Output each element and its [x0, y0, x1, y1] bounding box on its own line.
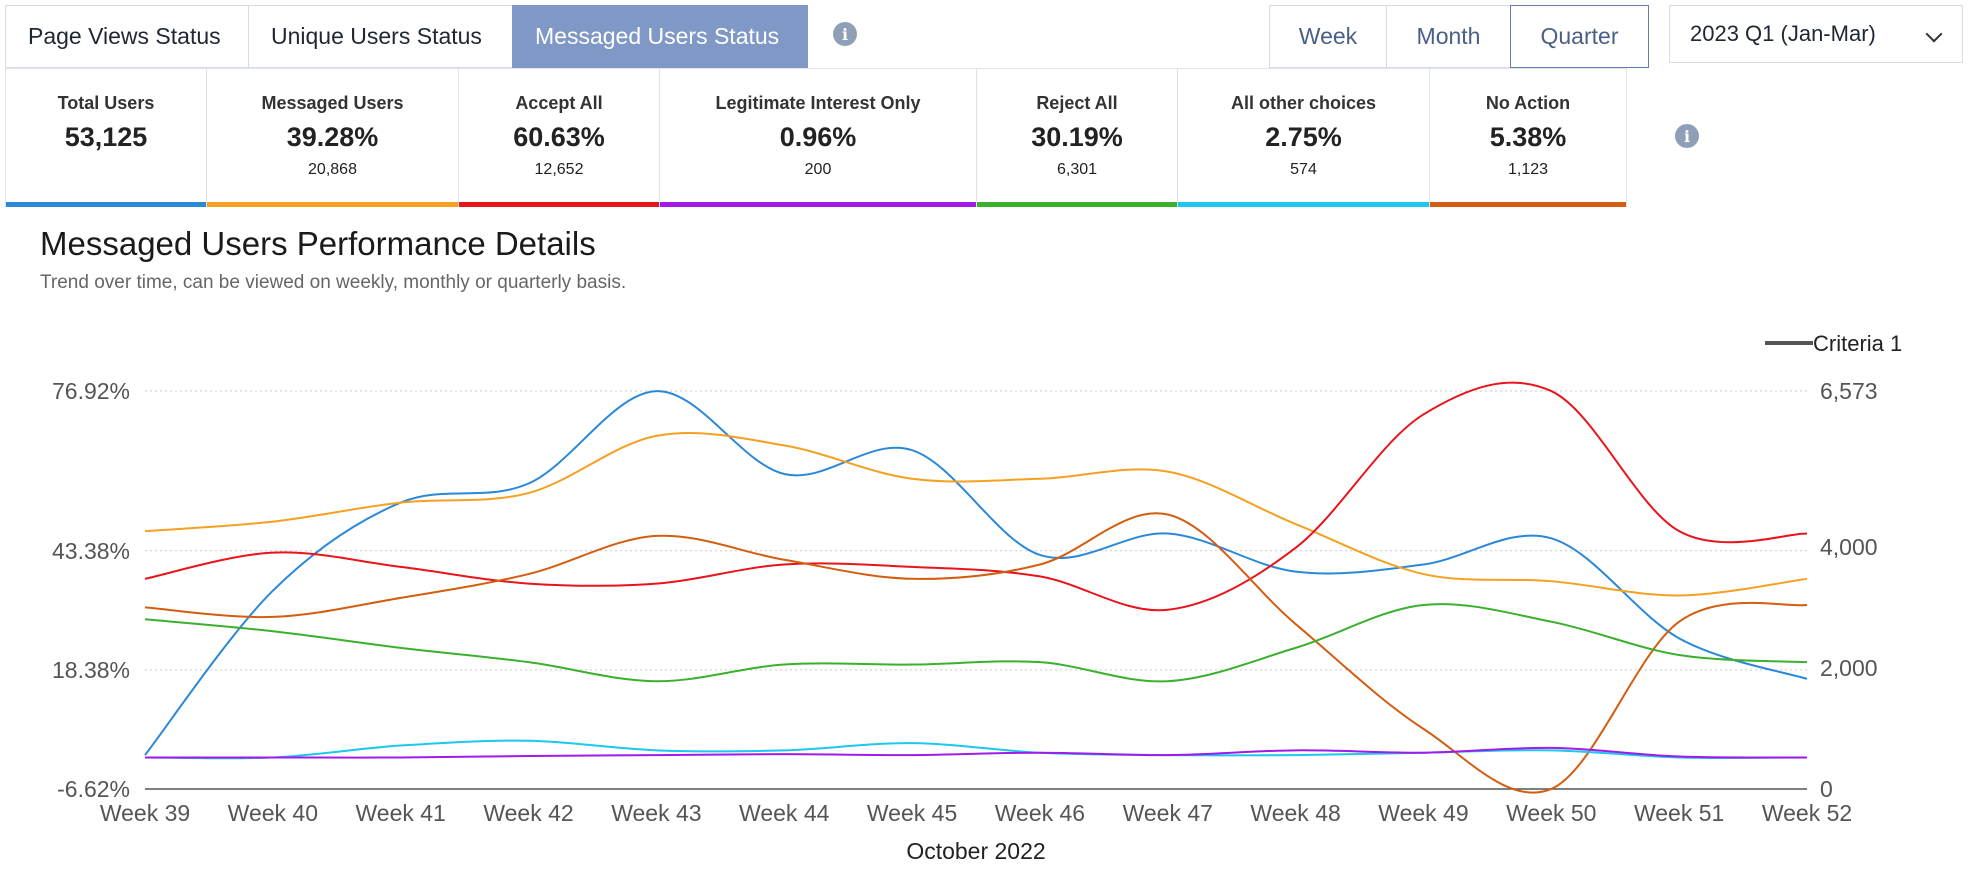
y-tick-label-right: 4,000 — [1820, 534, 1878, 560]
stat-card-total-users[interactable]: Total Users 53,125 — [5, 69, 207, 207]
x-tick-label: Week 41 — [356, 800, 446, 826]
stat-card-color-bar — [207, 202, 458, 207]
stat-card-count: 574 — [1290, 161, 1317, 178]
section-title: Messaged Users Performance Details — [40, 225, 596, 262]
stat-card-label: Accept All — [515, 93, 603, 113]
series-line-1[interactable] — [144, 432, 1808, 597]
stat-card-messaged-users[interactable]: Messaged Users 39.28% 20,868 — [207, 69, 459, 207]
x-tick-label: Week 47 — [1123, 800, 1213, 826]
stat-card-label: All other choices — [1230, 93, 1377, 113]
stat-card-count: 6,301 — [1056, 161, 1098, 178]
stat-card-count: 20,868 — [308, 161, 357, 178]
y-tick-label-left: 43.38% — [52, 538, 130, 564]
x-tick-label: Week 43 — [611, 800, 701, 826]
x-tick-label: Week 52 — [1762, 800, 1852, 826]
series-line-4[interactable] — [144, 603, 1808, 683]
stat-card-value: 39.28% — [286, 122, 379, 152]
y-tick-label-right: 2,000 — [1820, 655, 1878, 681]
info-icon[interactable]: i — [1675, 124, 1699, 148]
x-tick-label: Week 51 — [1634, 800, 1724, 826]
stat-card-value: 0.96% — [779, 122, 857, 152]
stat-card-all-other-choices[interactable]: All other choices 2.75% 574 — [1178, 69, 1430, 207]
x-tick-label: Week 46 — [995, 800, 1085, 826]
stat-card-accept-all[interactable]: Accept All 60.63% 12,652 — [459, 69, 660, 207]
stat-card-count: 1,123 — [1507, 161, 1549, 178]
status-tabs: Page Views Status Unique Users Status Me… — [5, 5, 808, 68]
stat-card-label: Legitimate Interest Only — [715, 93, 921, 113]
x-tick-label: Week 50 — [1506, 800, 1596, 826]
period-select-value: 2023 Q1 (Jan-Mar) — [1690, 21, 1876, 46]
x-tick-label: Week 39 — [100, 800, 190, 826]
x-tick-label: Week 42 — [483, 800, 573, 826]
range-month-button[interactable]: Month — [1386, 5, 1510, 68]
stat-card-color-bar — [660, 202, 976, 207]
stat-card-value: 2.75% — [1265, 122, 1342, 152]
legend-label: Criteria 1 — [1813, 331, 1902, 356]
stat-card-no-action[interactable]: No Action 5.38% 1,123 — [1430, 69, 1627, 207]
stat-card-count: 200 — [804, 161, 832, 178]
stat-card-label: Total Users — [57, 93, 155, 113]
stat-card-color-bar — [459, 202, 659, 207]
stat-cards: Total Users 53,125 Messaged Users 39.28%… — [5, 68, 1627, 207]
range-week-button[interactable]: Week — [1269, 5, 1386, 68]
stat-card-value: 30.19% — [1031, 122, 1123, 152]
tab-unique-users-status[interactable]: Unique Users Status — [248, 5, 512, 68]
stat-card-count: 12,652 — [534, 161, 584, 178]
series-line-0[interactable] — [144, 390, 1808, 756]
y-tick-label-right: 0 — [1820, 776, 1833, 802]
stat-card-label: Reject All — [1036, 93, 1118, 113]
x-axis-title: October 2022 — [906, 838, 1045, 864]
x-tick-label: Week 48 — [1250, 800, 1340, 826]
series-line-6[interactable] — [145, 746, 1808, 759]
period-select[interactable]: 2023 Q1 (Jan-Mar) — [1669, 5, 1963, 63]
series-line-3[interactable] — [144, 512, 1808, 794]
stat-card-label: Messaged Users — [261, 93, 404, 113]
series-line-5[interactable] — [144, 739, 1808, 760]
stat-card-value: 5.38% — [1489, 122, 1567, 152]
range-quarter-button[interactable]: Quarter — [1510, 5, 1649, 68]
stat-card-color-bar — [6, 202, 206, 207]
x-tick-label: Week 49 — [1378, 800, 1468, 826]
tab-messaged-users-status[interactable]: Messaged Users Status — [512, 5, 808, 68]
y-tick-label-left: -6.62% — [57, 776, 130, 802]
range-toggle: Week Month Quarter — [1269, 5, 1649, 68]
y-tick-label-right: 6,573 — [1820, 378, 1878, 404]
stat-card-color-bar — [1430, 202, 1626, 207]
stat-card-legitimate-interest-only[interactable]: Legitimate Interest Only 0.96% 200 — [660, 69, 977, 207]
section-subtitle: Trend over time, can be viewed on weekly… — [40, 272, 627, 293]
tab-page-views-status[interactable]: Page Views Status — [5, 5, 248, 68]
x-tick-label: Week 45 — [867, 800, 957, 826]
y-tick-label-left: 18.38% — [52, 657, 130, 683]
stat-card-color-bar — [977, 202, 1177, 207]
stat-card-label: No Action — [1485, 93, 1571, 113]
stat-card-value: 53,125 — [64, 122, 148, 152]
x-tick-label: Week 40 — [228, 800, 318, 826]
y-tick-label-left: 76.92% — [52, 378, 130, 404]
x-tick-label: Week 44 — [739, 800, 830, 826]
info-icon[interactable]: i — [833, 22, 857, 46]
stat-card-color-bar — [1178, 202, 1429, 207]
stat-card-value: 60.63% — [513, 122, 605, 152]
stat-card-reject-all[interactable]: Reject All 30.19% 6,301 — [977, 69, 1178, 207]
